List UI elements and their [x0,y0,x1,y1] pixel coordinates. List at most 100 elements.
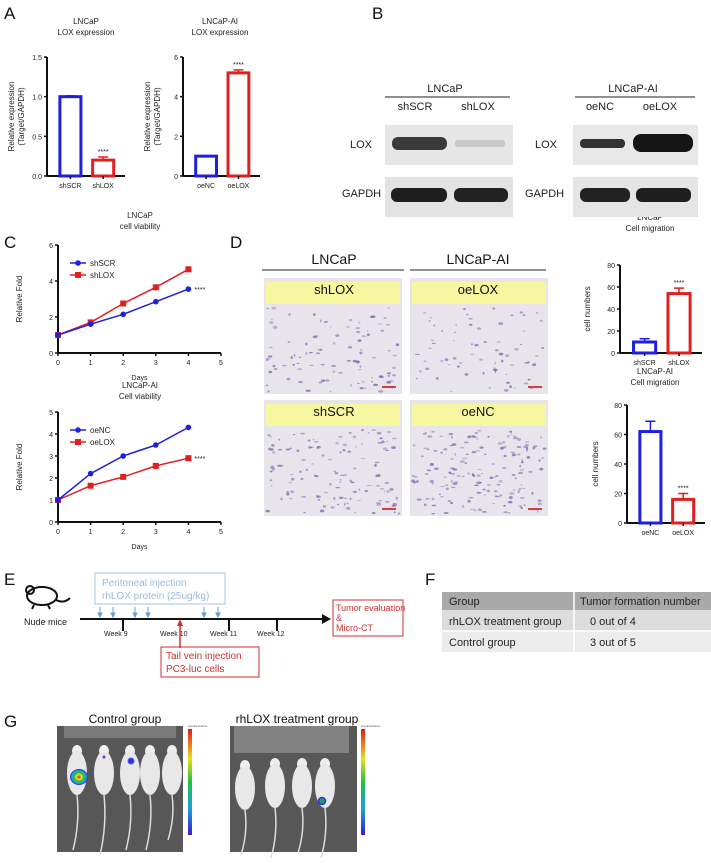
stained-cell [476,327,482,330]
table-header: Tumor formation number [580,596,701,608]
stained-cell [503,389,509,392]
y-tick-label: 5 [49,410,53,417]
stained-cell [352,359,357,363]
stained-cell [335,334,340,337]
chart-title: cell viability [120,222,160,231]
experiment-timeline: Nude mice Peritoneal injection rhLOX pro… [24,572,405,678]
mouse-body [292,764,312,808]
stained-cell [450,458,454,460]
stained-cell [308,446,312,449]
stained-cell [512,489,516,491]
injection-arrow-head [97,612,103,619]
stained-cell [318,381,323,384]
stained-cell [471,451,477,454]
stained-cell [338,436,343,438]
legend-marker [75,427,81,433]
stained-cell [366,333,370,337]
chart-title: LNCaP [637,213,663,222]
image-label-bar [412,282,546,304]
legend-marker [75,272,81,278]
stained-cell [431,512,436,515]
stained-cell [431,430,435,433]
mouse-body [235,766,255,810]
chart-c1: LNCaP cell viability Relative Fold 0 2 4 6 0 1 2 3… [15,211,223,382]
stained-cell [335,442,339,445]
stained-cell [386,380,392,384]
stained-cell [344,497,347,499]
stained-cell [392,437,397,440]
stained-cell [522,314,526,317]
stained-cell [454,453,457,456]
stained-cell [494,361,497,365]
stained-cell [286,492,290,496]
stained-cell [491,463,495,465]
tumor-signal [127,757,135,765]
stained-cell [451,443,457,446]
stained-cell [460,446,465,449]
stained-cell [506,381,511,384]
stained-cell [476,474,481,477]
week-label: Week 10 [160,631,188,638]
image-label-bar [412,404,546,426]
stained-cell [518,488,521,491]
data-point [120,473,127,480]
mouse-body [265,764,285,808]
stained-cell [511,473,516,476]
stained-cell [542,447,547,450]
stained-cell [526,449,529,452]
x-tick-label: 2 [121,529,125,536]
stained-cell [514,477,517,480]
stained-cell [486,484,492,486]
stained-cell [286,377,291,381]
stained-cell [385,500,390,503]
x-tick-label: 5 [219,529,223,536]
stained-cell [478,358,483,361]
stained-cell [523,382,529,385]
stained-cell [349,497,352,501]
chart-title: LNCaP-AI [122,381,158,390]
group-title: Control group [89,712,162,726]
stained-cell [265,384,269,387]
stained-cell [454,481,459,483]
endpoint-text: Micro-CT [336,623,373,633]
stained-cell [333,341,336,345]
stained-cell [339,451,342,454]
stained-cell [524,362,530,364]
x-tick-label: 3 [154,360,158,367]
stained-cell [362,387,367,389]
legend-marker [75,439,81,445]
stained-cell [350,384,352,387]
blot-row-label: GAPDH [342,188,381,200]
mouse [265,758,285,859]
stained-cell [379,488,385,490]
scale-label: Luminescence [188,724,208,728]
stained-cell [431,504,437,507]
chart-title: Cell viability [119,392,161,401]
stained-cell [290,490,294,494]
stained-cell [271,467,275,471]
stained-cell [269,479,273,481]
bar [194,154,218,178]
stained-cell [416,498,422,501]
stained-cell [501,441,506,444]
stained-cell [395,343,400,347]
stained-cell [416,480,419,483]
stained-cell [382,447,388,451]
stained-cell [497,442,503,445]
stained-cell [352,490,358,493]
stained-cell [356,331,361,333]
chart-title: LOX expression [192,28,249,37]
stained-cell [374,464,377,467]
stained-cell [267,355,273,358]
stained-cell [505,373,508,376]
stained-cell [411,475,416,477]
mouse-tail [320,807,327,859]
stained-cell [451,486,456,488]
stained-cell [452,340,455,342]
stained-cell [333,496,336,500]
chart-title: LNCaP-AI [637,367,673,376]
stained-cell [319,509,325,513]
y-tick-label: 0.5 [32,134,42,141]
stained-cell [347,346,353,349]
